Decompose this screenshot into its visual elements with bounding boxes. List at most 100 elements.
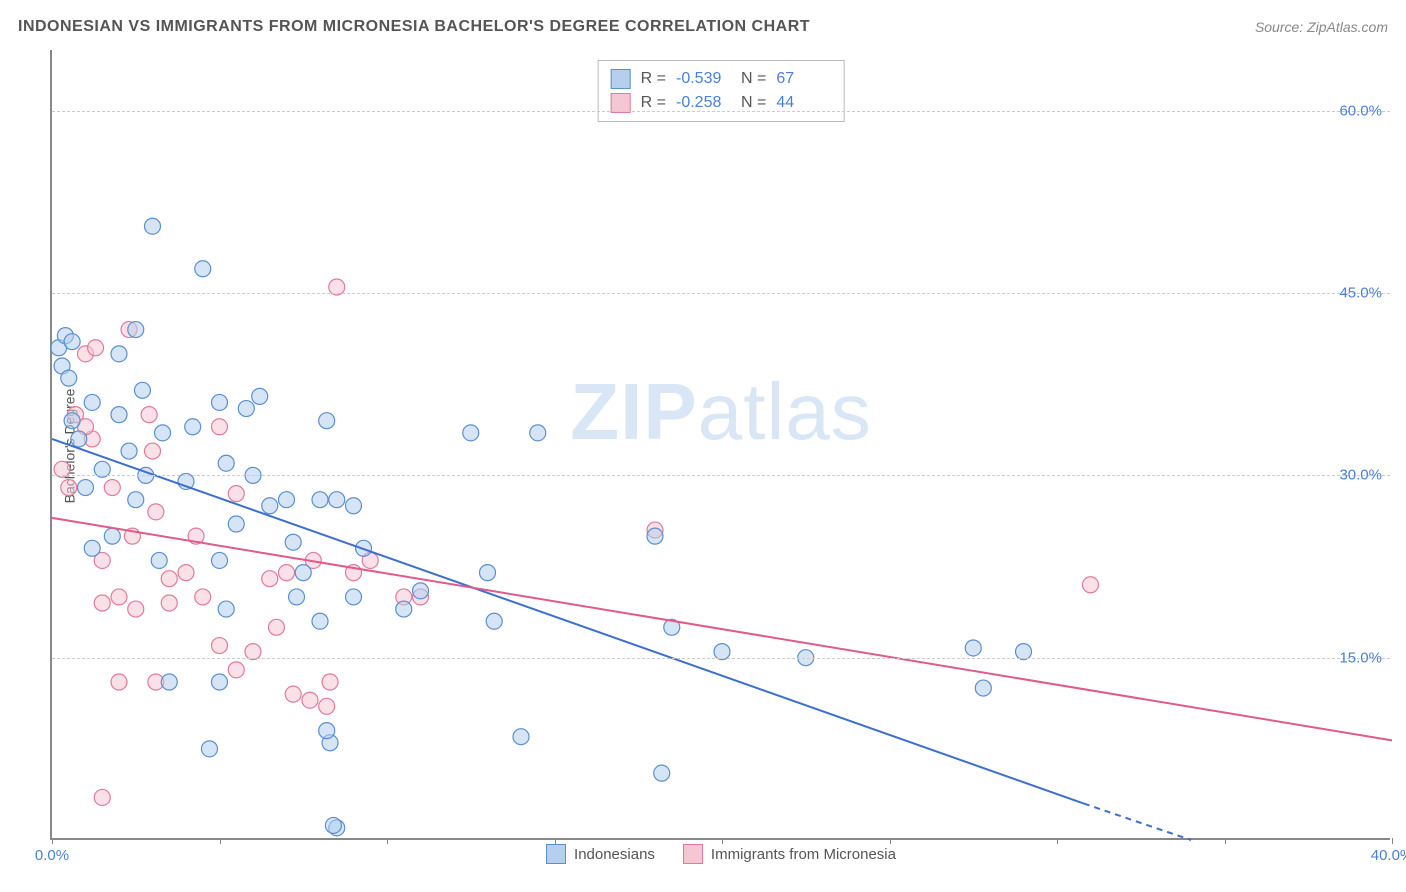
scatter-point xyxy=(151,552,167,568)
scatter-point xyxy=(312,613,328,629)
scatter-point xyxy=(161,571,177,587)
scatter-point xyxy=(64,334,80,350)
scatter-point xyxy=(128,322,144,338)
scatter-point xyxy=(295,565,311,581)
scatter-point xyxy=(228,662,244,678)
x-tick xyxy=(220,838,221,844)
n-label: N = xyxy=(741,70,766,88)
scatter-point xyxy=(312,492,328,508)
chart-header: INDONESIAN VS IMMIGRANTS FROM MICRONESIA… xyxy=(18,18,1388,36)
scatter-point xyxy=(480,565,496,581)
scatter-point xyxy=(104,480,120,496)
scatter-point xyxy=(302,692,318,708)
scatter-point xyxy=(212,552,228,568)
trend-line-blue-dashed xyxy=(1084,804,1191,840)
scatter-point xyxy=(64,413,80,429)
scatter-point xyxy=(1083,577,1099,593)
scatter-point xyxy=(84,540,100,556)
y-tick-label: 45.0% xyxy=(1339,285,1382,302)
scatter-point xyxy=(289,589,305,605)
y-tick-label: 15.0% xyxy=(1339,649,1382,666)
scatter-point xyxy=(185,419,201,435)
scatter-point xyxy=(121,443,137,459)
scatter-point xyxy=(513,729,529,745)
scatter-point xyxy=(530,425,546,441)
scatter-point xyxy=(71,431,87,447)
scatter-point xyxy=(141,407,157,423)
series-legend-item: Indonesians xyxy=(546,844,655,864)
scatter-point xyxy=(486,613,502,629)
r-label: R = xyxy=(641,70,666,88)
scatter-point xyxy=(94,595,110,611)
gridline xyxy=(52,111,1390,112)
scatter-point xyxy=(975,680,991,696)
n-label: N = xyxy=(741,94,766,112)
scatter-point xyxy=(111,589,127,605)
scatter-point xyxy=(111,407,127,423)
scatter-point xyxy=(413,583,429,599)
scatter-point xyxy=(319,413,335,429)
x-tick-label: 0.0% xyxy=(35,847,69,864)
scatter-point xyxy=(654,765,670,781)
x-tick xyxy=(890,838,891,844)
series-legend-label: Immigrants from Micronesia xyxy=(711,846,896,863)
scatter-point xyxy=(195,589,211,605)
series-legend: Indonesians Immigrants from Micronesia xyxy=(546,844,896,864)
scatter-point xyxy=(134,382,150,398)
scatter-point xyxy=(218,601,234,617)
trend-line-pink xyxy=(52,518,1392,740)
scatter-point xyxy=(128,601,144,617)
scatter-point xyxy=(201,741,217,757)
scatter-point xyxy=(329,492,345,508)
r-value: -0.539 xyxy=(676,70,731,88)
x-tick xyxy=(387,838,388,844)
scatter-point xyxy=(111,346,127,362)
n-value: 67 xyxy=(776,70,831,88)
scatter-point xyxy=(61,370,77,386)
n-value: 44 xyxy=(776,94,831,112)
legend-swatch xyxy=(683,844,703,864)
scatter-point xyxy=(84,394,100,410)
series-legend-label: Indonesians xyxy=(574,846,655,863)
gridline xyxy=(52,293,1390,294)
scatter-point xyxy=(322,674,338,690)
series-legend-item: Immigrants from Micronesia xyxy=(683,844,896,864)
scatter-point xyxy=(61,480,77,496)
chart-svg xyxy=(52,50,1390,838)
scatter-point xyxy=(463,425,479,441)
scatter-point xyxy=(195,261,211,277)
scatter-point xyxy=(279,492,295,508)
scatter-point xyxy=(111,674,127,690)
scatter-point xyxy=(128,492,144,508)
scatter-point xyxy=(212,419,228,435)
scatter-point xyxy=(396,601,412,617)
scatter-point xyxy=(212,674,228,690)
scatter-point xyxy=(178,565,194,581)
legend-swatch xyxy=(546,844,566,864)
scatter-point xyxy=(325,817,341,833)
scatter-point xyxy=(88,340,104,356)
scatter-point xyxy=(78,480,94,496)
scatter-point xyxy=(228,516,244,532)
r-value: -0.258 xyxy=(676,94,731,112)
scatter-point xyxy=(212,394,228,410)
chart-source: Source: ZipAtlas.com xyxy=(1255,19,1388,35)
legend-swatch xyxy=(611,69,631,89)
scatter-point xyxy=(145,218,161,234)
scatter-point xyxy=(238,401,254,417)
scatter-point xyxy=(319,723,335,739)
gridline xyxy=(52,475,1390,476)
scatter-point xyxy=(279,565,295,581)
scatter-point xyxy=(346,498,362,514)
scatter-point xyxy=(104,528,120,544)
scatter-point xyxy=(285,686,301,702)
scatter-point xyxy=(252,388,268,404)
x-tick xyxy=(722,838,723,844)
y-tick-label: 30.0% xyxy=(1339,467,1382,484)
scatter-point xyxy=(319,698,335,714)
scatter-point xyxy=(268,619,284,635)
x-tick xyxy=(555,838,556,844)
scatter-point xyxy=(285,534,301,550)
scatter-point xyxy=(161,595,177,611)
scatter-point xyxy=(155,425,171,441)
